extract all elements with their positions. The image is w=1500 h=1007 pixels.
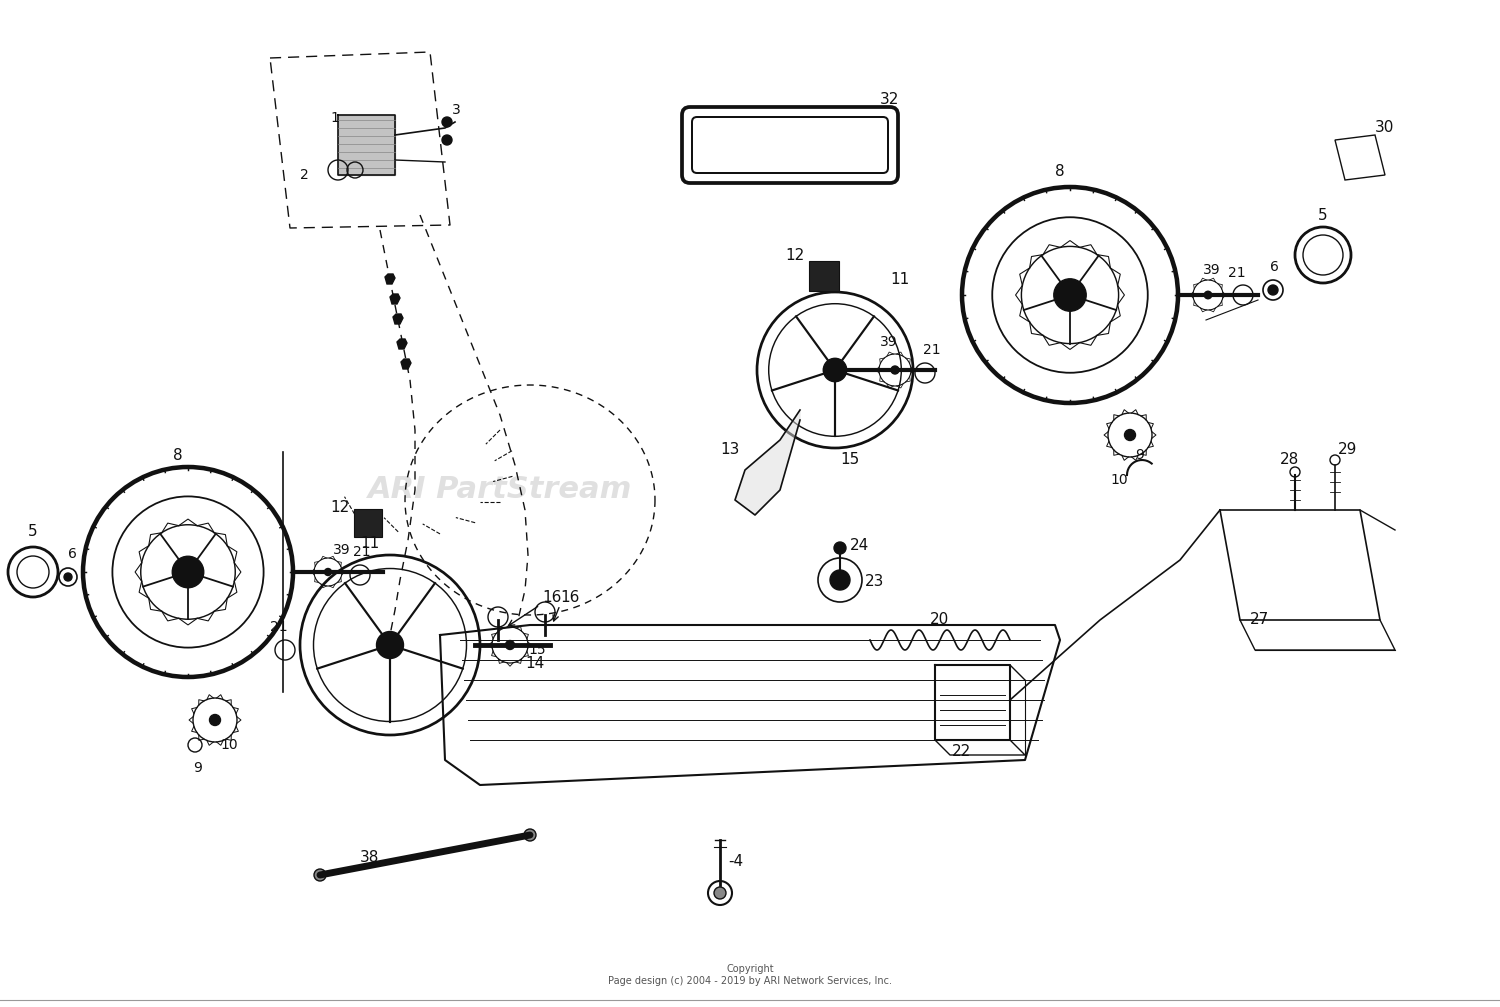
Text: 13: 13 bbox=[720, 442, 740, 457]
Text: 21: 21 bbox=[1228, 266, 1245, 280]
Circle shape bbox=[524, 829, 536, 841]
Text: 23: 23 bbox=[865, 575, 885, 589]
Polygon shape bbox=[386, 274, 394, 284]
Text: 9: 9 bbox=[194, 761, 202, 775]
Text: 28: 28 bbox=[1280, 452, 1299, 467]
Text: 5: 5 bbox=[1318, 207, 1328, 223]
Text: ARI PartStream: ARI PartStream bbox=[368, 475, 632, 505]
Text: 27: 27 bbox=[1250, 612, 1269, 627]
Text: 29: 29 bbox=[1338, 442, 1358, 457]
Text: 6: 6 bbox=[68, 547, 76, 561]
Text: 21: 21 bbox=[352, 545, 370, 559]
Text: 38: 38 bbox=[360, 851, 380, 865]
Text: 15: 15 bbox=[840, 452, 860, 467]
Circle shape bbox=[442, 117, 452, 127]
Circle shape bbox=[442, 135, 452, 145]
Text: 3: 3 bbox=[452, 103, 460, 117]
FancyBboxPatch shape bbox=[808, 261, 838, 291]
Text: 6: 6 bbox=[1270, 260, 1280, 274]
Text: 2: 2 bbox=[300, 168, 309, 182]
Circle shape bbox=[376, 631, 404, 659]
Text: 5: 5 bbox=[28, 525, 38, 540]
Text: 8: 8 bbox=[1054, 164, 1065, 179]
Text: 10: 10 bbox=[1110, 473, 1128, 487]
Circle shape bbox=[172, 556, 204, 588]
Text: 21: 21 bbox=[922, 343, 940, 357]
Circle shape bbox=[1125, 430, 1136, 440]
Text: 11: 11 bbox=[890, 273, 909, 288]
Circle shape bbox=[210, 715, 220, 725]
Text: 20: 20 bbox=[930, 612, 950, 627]
Text: 12: 12 bbox=[330, 499, 350, 515]
Text: 30: 30 bbox=[1376, 121, 1395, 136]
Polygon shape bbox=[393, 314, 404, 324]
Text: 24: 24 bbox=[850, 538, 870, 553]
Circle shape bbox=[714, 887, 726, 899]
FancyBboxPatch shape bbox=[354, 509, 382, 537]
Polygon shape bbox=[390, 294, 400, 304]
Text: 9: 9 bbox=[1136, 448, 1144, 462]
Circle shape bbox=[834, 542, 846, 554]
Text: 39: 39 bbox=[1203, 263, 1221, 277]
Text: 1: 1 bbox=[330, 111, 339, 125]
Text: 16: 16 bbox=[542, 590, 561, 605]
Text: 11: 11 bbox=[360, 536, 380, 551]
Polygon shape bbox=[735, 410, 800, 515]
Circle shape bbox=[1268, 285, 1278, 295]
Text: 15: 15 bbox=[528, 643, 546, 657]
Text: 8: 8 bbox=[172, 447, 183, 462]
Text: 16: 16 bbox=[560, 590, 579, 605]
Circle shape bbox=[506, 640, 515, 650]
Text: 10: 10 bbox=[220, 738, 237, 752]
Circle shape bbox=[824, 358, 846, 382]
Text: 39: 39 bbox=[880, 335, 897, 349]
Text: 14: 14 bbox=[525, 656, 544, 671]
Circle shape bbox=[830, 570, 850, 590]
Text: 22: 22 bbox=[952, 744, 972, 759]
Circle shape bbox=[324, 569, 332, 575]
Text: -4: -4 bbox=[728, 855, 742, 869]
Text: 12: 12 bbox=[784, 248, 804, 263]
Text: 32: 32 bbox=[880, 93, 900, 108]
Circle shape bbox=[891, 366, 898, 374]
Text: 21: 21 bbox=[270, 620, 288, 634]
Polygon shape bbox=[398, 339, 406, 349]
Circle shape bbox=[314, 869, 326, 881]
Circle shape bbox=[1204, 291, 1212, 299]
Circle shape bbox=[64, 573, 72, 581]
Polygon shape bbox=[338, 115, 394, 175]
Text: Copyright
Page design (c) 2004 - 2019 by ARI Network Services, Inc.: Copyright Page design (c) 2004 - 2019 by… bbox=[608, 964, 892, 986]
Text: 39: 39 bbox=[333, 543, 351, 557]
Polygon shape bbox=[400, 359, 411, 369]
Circle shape bbox=[1054, 279, 1086, 311]
